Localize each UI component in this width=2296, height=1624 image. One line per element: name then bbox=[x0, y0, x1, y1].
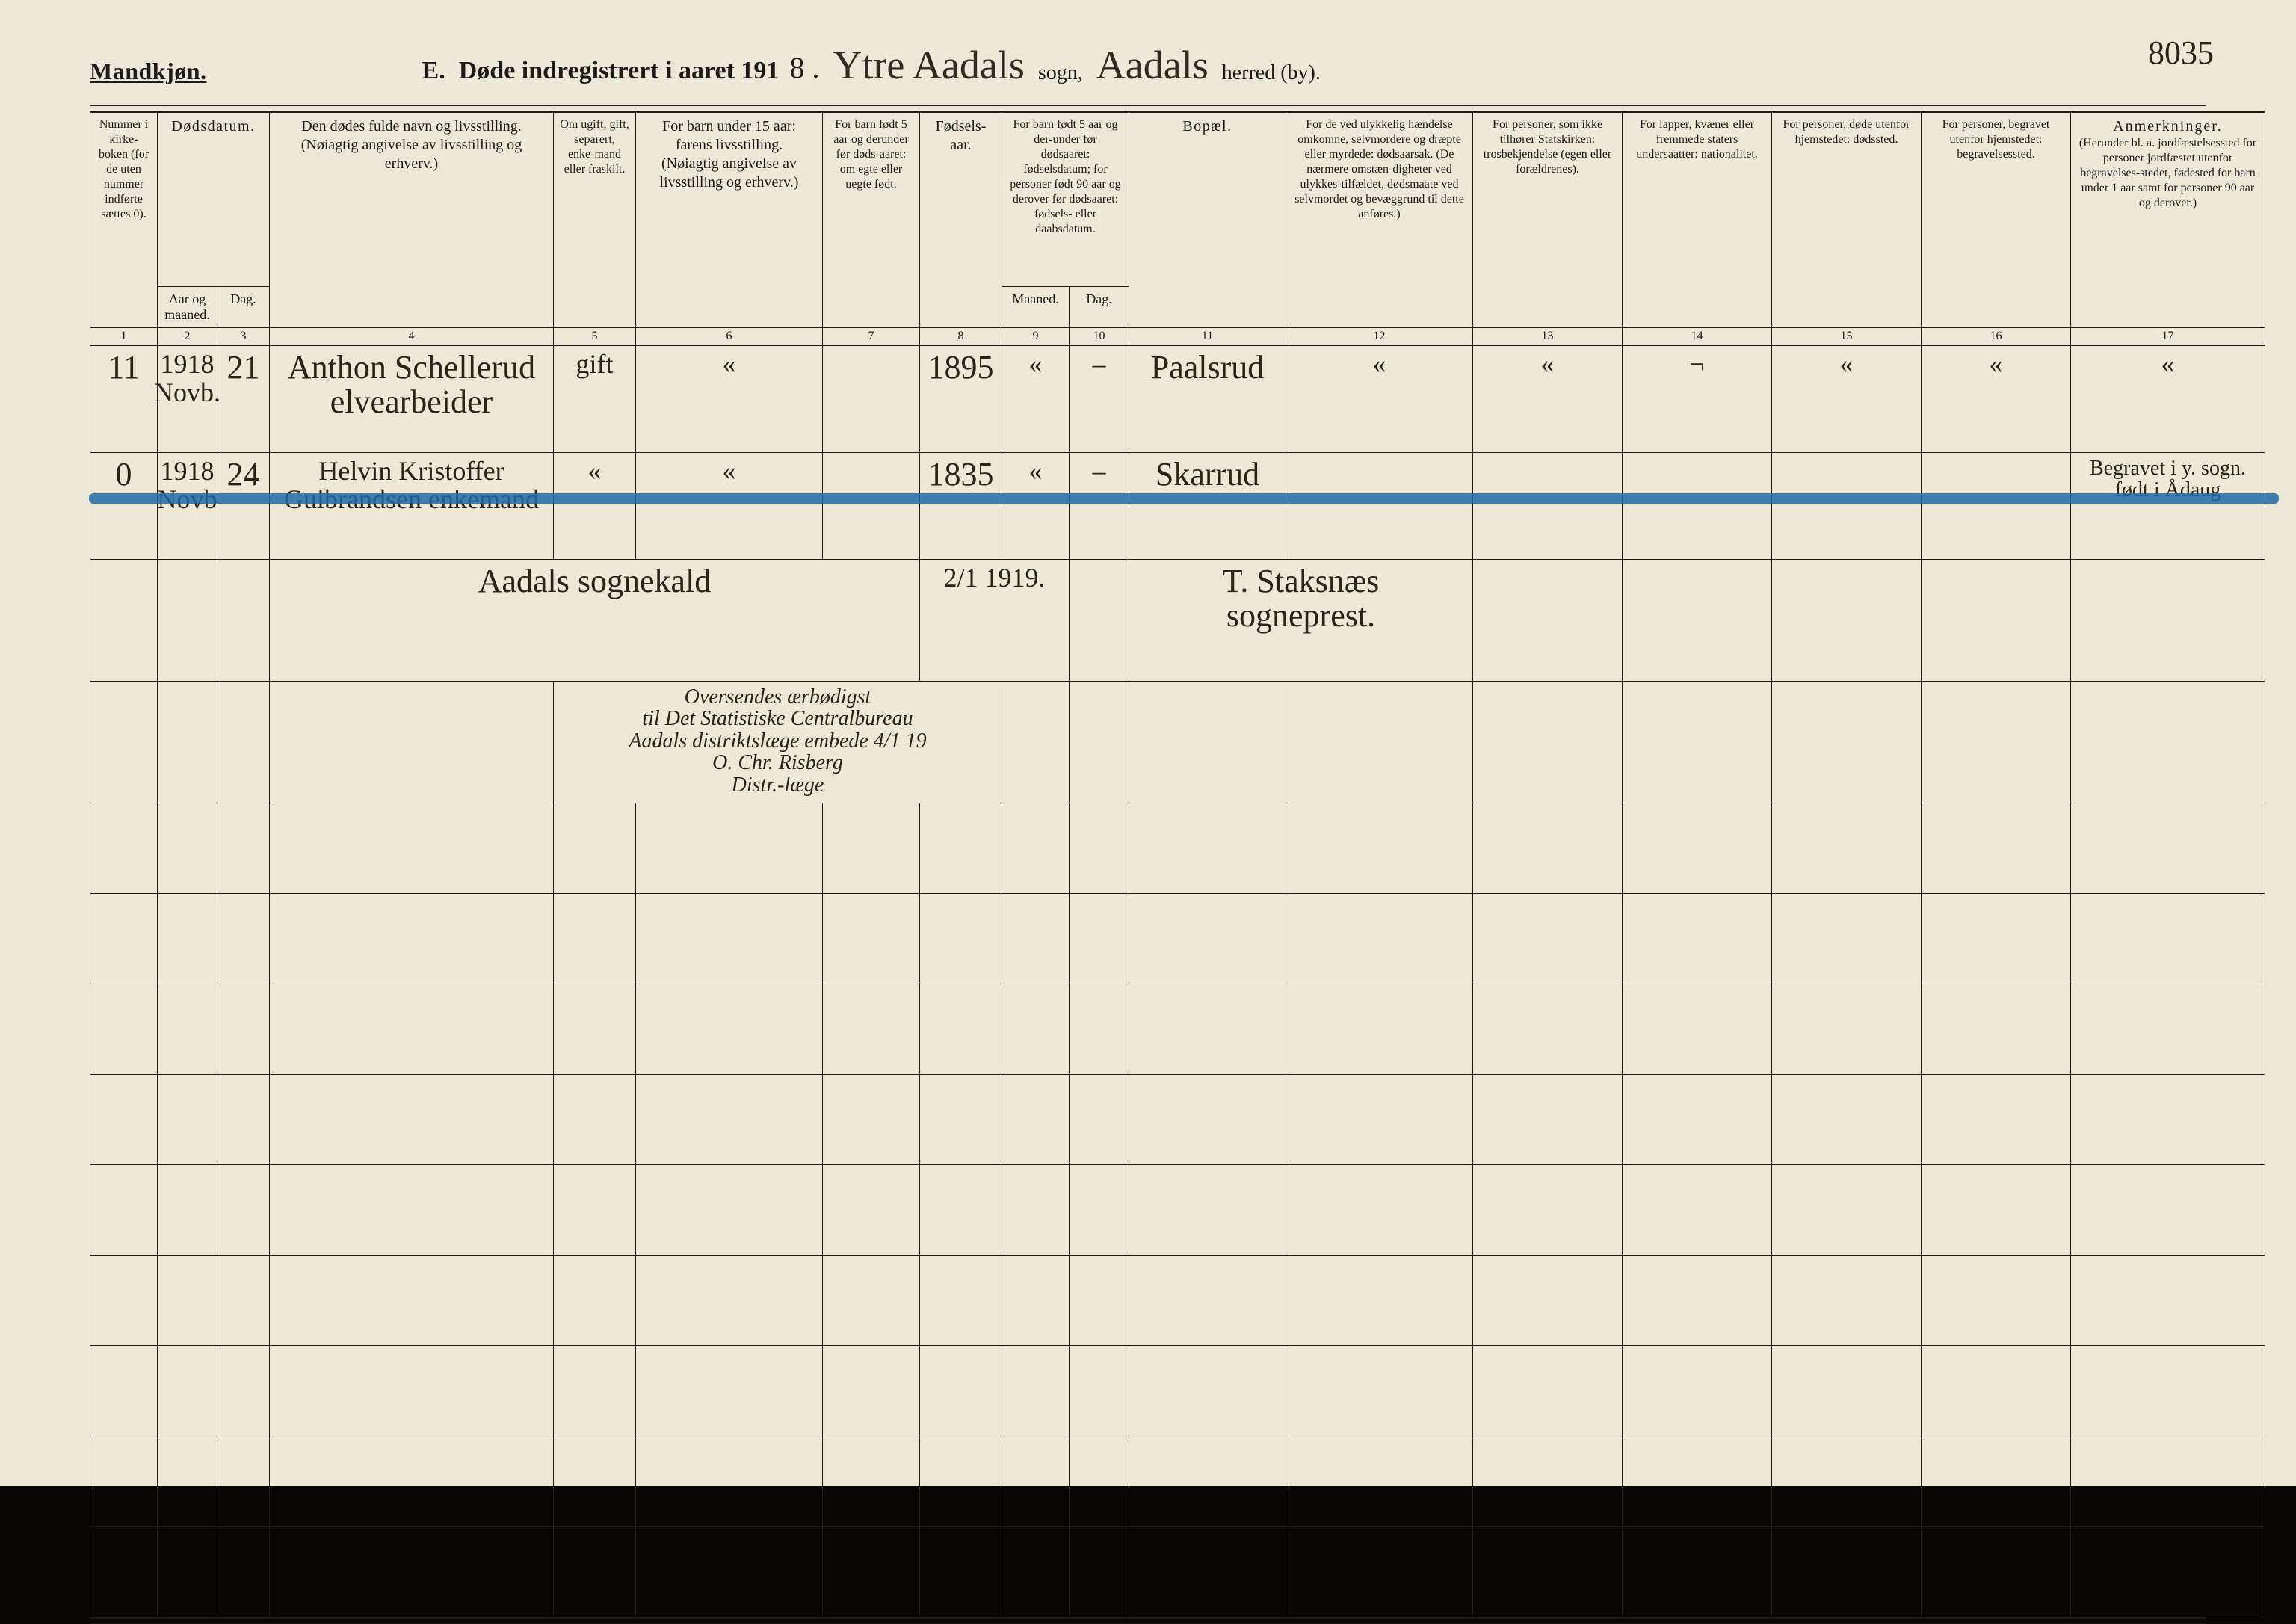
entry-year-month: 1918 Novb. bbox=[164, 351, 211, 407]
signature-row: Aadals sognekald 2/1 1919. T. Staksnæs s… bbox=[90, 560, 2265, 682]
gender-heading: Mandkjøn. bbox=[90, 58, 207, 85]
entry-dagb: – bbox=[1093, 456, 1106, 486]
table-row bbox=[90, 984, 2265, 1075]
col-subhead-aar: Aar og maaned. bbox=[158, 287, 217, 328]
page-number: 8035 bbox=[2148, 36, 2214, 70]
col-num-5: 5 bbox=[554, 328, 636, 346]
col-header-anmerkninger: Anmerkninger. (Herunder bl. a. jordfæste… bbox=[2071, 112, 2265, 328]
col-header-lapper: For lapper, kvæner eller fremmede stater… bbox=[1623, 112, 1772, 328]
column-number-row: 1 2 3 4 5 6 7 8 9 10 11 12 13 14 15 16 1… bbox=[90, 328, 2265, 346]
entry-day: 24 bbox=[227, 456, 260, 493]
col-num-6: 6 bbox=[636, 328, 823, 346]
table-row bbox=[90, 1165, 2265, 1256]
parish-label: sogn, bbox=[1038, 61, 1083, 85]
col-subhead-dagb: Dag. bbox=[1070, 287, 1129, 328]
entry-maaned: « bbox=[1029, 456, 1043, 486]
entry-name: Helvin Kristoffer Gulbrandsen enkemand bbox=[284, 456, 539, 514]
col-header-fodselsaar: Fødsels-aar. bbox=[920, 112, 1002, 328]
table-head: Nummer i kirke-boken (for de uten nummer… bbox=[90, 112, 2265, 345]
entry-lapper: ¬ bbox=[1689, 349, 1704, 379]
entry-faren: « bbox=[723, 456, 736, 486]
col-num-9: 9 bbox=[1002, 328, 1070, 346]
entry-maaned: « bbox=[1029, 349, 1043, 379]
district-label: herred (by). bbox=[1222, 61, 1321, 85]
signature-parish: Aadals sognekald bbox=[478, 563, 712, 599]
entry-stats: « bbox=[1541, 349, 1555, 379]
col-header-ulykke: For de ved ulykkelig hændelse omkomne, s… bbox=[1286, 112, 1473, 328]
col-num-4: 4 bbox=[270, 328, 554, 346]
entry-name: Anthon Schellerud elvearbeider bbox=[276, 351, 547, 419]
entry-ulykke: « bbox=[1373, 349, 1386, 379]
col-num-17: 17 bbox=[2071, 328, 2265, 346]
archivist-note-row: Oversendes ærbødigst til Det Statistiske… bbox=[90, 682, 2265, 803]
table-row: 11 1918 Novb. 21 Anthon Schellerud elvea… bbox=[90, 345, 2265, 453]
table-row: 0 1918 Novb 24 Helvin Kristoffer Gulbran… bbox=[90, 453, 2265, 560]
col-header-stats: For personer, som ikke tilhører Statskir… bbox=[1473, 112, 1623, 328]
district-handwritten: Aadals bbox=[1096, 45, 1209, 85]
col-num-11: 11 bbox=[1129, 328, 1286, 346]
entry-birthyear: 1895 bbox=[928, 349, 994, 386]
table-row bbox=[90, 1527, 2265, 1617]
entry-dagb: – bbox=[1093, 349, 1106, 379]
table-row bbox=[90, 894, 2265, 984]
col-num-16: 16 bbox=[1922, 328, 2071, 346]
page-header: Mandkjøn. E. Døde indregistrert i aaret … bbox=[90, 45, 2206, 85]
col-header-dodsdatum: Dødsdatum. bbox=[158, 112, 270, 287]
entry-civil: « bbox=[588, 456, 602, 486]
col-num-2: 2 bbox=[158, 328, 217, 346]
col-header-barn5: For barn født 5 aar og derunder før døds… bbox=[823, 112, 920, 328]
col-num-3: 3 bbox=[217, 328, 270, 346]
signature-date: 2/1 1919. bbox=[943, 563, 1045, 593]
entry-birthyear: 1835 bbox=[928, 456, 994, 493]
col-num-12: 12 bbox=[1286, 328, 1473, 346]
table-row bbox=[90, 1346, 2265, 1436]
entry-year-month: 1918 Novb bbox=[164, 457, 211, 514]
entry-number: 11 bbox=[108, 349, 139, 386]
col-header-navn: Den dødes fulde navn og livsstilling. (N… bbox=[270, 112, 554, 328]
title-main: Døde indregistrert i aaret 191 bbox=[459, 57, 780, 85]
col-num-7: 7 bbox=[823, 328, 920, 346]
top-rule-heavy bbox=[90, 105, 2206, 106]
table-row bbox=[90, 1436, 2265, 1527]
entry-begrav: « bbox=[1990, 349, 2003, 379]
title-year-suffix: 8 . bbox=[789, 50, 819, 85]
entry-day: 21 bbox=[227, 349, 260, 386]
parish-handwritten: Ytre Aadals bbox=[833, 45, 1024, 85]
col-header-dodssted: For personer, døde utenfor hjemstedet: d… bbox=[1772, 112, 1922, 328]
col-num-10: 10 bbox=[1070, 328, 1129, 346]
entry-anm: « bbox=[2161, 349, 2175, 379]
register-table: Nummer i kirke-boken (for de uten nummer… bbox=[90, 111, 2265, 1617]
entry-faren: « bbox=[723, 349, 736, 379]
col-header-bopael: Bopæl. bbox=[1129, 112, 1286, 328]
table-row bbox=[90, 803, 2265, 894]
entry-bopael: Skarrud bbox=[1155, 456, 1259, 493]
entry-number: 0 bbox=[116, 456, 132, 493]
form-title: E. Døde indregistrert i aaret 191 8 . Ytr… bbox=[422, 45, 2206, 85]
col-header-begrav: For personer, begravet utenfor hjemstede… bbox=[1922, 112, 2071, 328]
col-subhead-maaned: Maaned. bbox=[1002, 287, 1070, 328]
entry-civil: gift bbox=[576, 349, 614, 379]
table-body: 11 1918 Novb. 21 Anthon Schellerud elvea… bbox=[90, 345, 2265, 1617]
scanned-register-page: 8035 Mandkjøn. E. Døde indregistrert i a… bbox=[0, 0, 2296, 1486]
table-row bbox=[90, 1256, 2265, 1346]
col-num-15: 15 bbox=[1772, 328, 1922, 346]
col-num-13: 13 bbox=[1473, 328, 1623, 346]
col-header-faren: For barn under 15 aar: farens livsstilli… bbox=[636, 112, 823, 328]
bottom-rule-heavy bbox=[90, 1617, 2206, 1619]
col-num-8: 8 bbox=[920, 328, 1002, 346]
col-header-civilstand: Om ugift, gift, separert, enke-mand elle… bbox=[554, 112, 636, 328]
col-header-fodselsdatum: For barn født 5 aar og der-under før død… bbox=[1002, 112, 1129, 287]
col-num-1: 1 bbox=[90, 328, 158, 346]
col-header-nummer: Nummer i kirke-boken (for de uten nummer… bbox=[90, 112, 158, 328]
table-row bbox=[90, 1075, 2265, 1165]
archivist-note: Oversendes ærbødigst til Det Statistiske… bbox=[560, 686, 996, 796]
col-subhead-dag: Dag. bbox=[217, 287, 270, 328]
title-prefix: E. bbox=[422, 57, 445, 85]
entry-dodssted: « bbox=[1840, 349, 1854, 379]
col-num-14: 14 bbox=[1623, 328, 1772, 346]
signature-priest: T. Staksnæs sogneprest. bbox=[1135, 564, 1466, 633]
entry-anm: Begravet i y. sogn. født i Ådaug bbox=[2077, 457, 2259, 501]
entry-bopael: Paalsrud bbox=[1151, 349, 1265, 386]
